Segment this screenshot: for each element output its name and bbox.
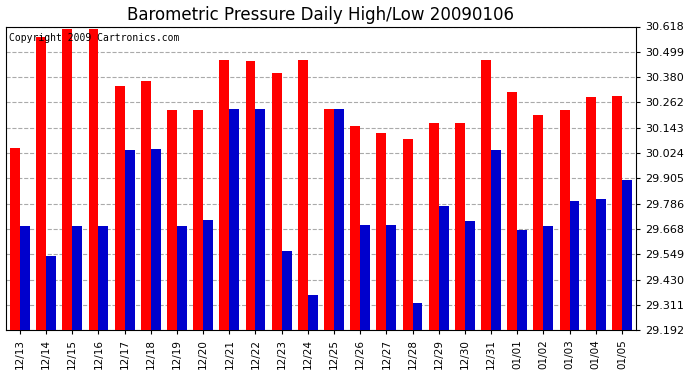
Bar [481, 60, 491, 330]
Bar [193, 110, 203, 330]
Bar [246, 61, 255, 330]
Bar [569, 201, 580, 330]
Bar [324, 109, 334, 330]
Bar [167, 110, 177, 330]
Bar [20, 226, 30, 330]
Bar [255, 109, 266, 330]
Bar [99, 226, 108, 330]
Bar [334, 109, 344, 330]
Bar [308, 295, 318, 330]
Bar [141, 81, 151, 330]
Bar [282, 251, 292, 330]
Bar [298, 60, 308, 330]
Bar [518, 230, 527, 330]
Bar [612, 96, 622, 330]
Bar [491, 150, 501, 330]
Bar [46, 256, 56, 330]
Bar [386, 225, 396, 330]
Bar [177, 226, 187, 330]
Bar [560, 110, 569, 330]
Bar [88, 29, 99, 330]
Bar [351, 126, 360, 330]
Bar [72, 226, 82, 330]
Bar [622, 180, 632, 330]
Bar [62, 29, 72, 330]
Bar [377, 133, 386, 330]
Bar [439, 206, 449, 330]
Bar [586, 98, 595, 330]
Bar [428, 123, 439, 330]
Bar [229, 109, 239, 330]
Bar [595, 199, 606, 330]
Bar [219, 60, 229, 330]
Bar [10, 147, 20, 330]
Title: Barometric Pressure Daily High/Low 20090106: Barometric Pressure Daily High/Low 20090… [128, 6, 515, 24]
Bar [455, 123, 465, 330]
Bar [402, 139, 413, 330]
Bar [533, 114, 544, 330]
Bar [203, 220, 213, 330]
Bar [360, 225, 370, 330]
Bar [36, 37, 46, 330]
Text: Copyright 2009 Cartronics.com: Copyright 2009 Cartronics.com [9, 33, 179, 43]
Bar [507, 92, 518, 330]
Bar [151, 148, 161, 330]
Bar [465, 221, 475, 330]
Bar [413, 303, 422, 330]
Bar [272, 73, 282, 330]
Bar [125, 150, 135, 330]
Bar [115, 86, 125, 330]
Bar [544, 226, 553, 330]
